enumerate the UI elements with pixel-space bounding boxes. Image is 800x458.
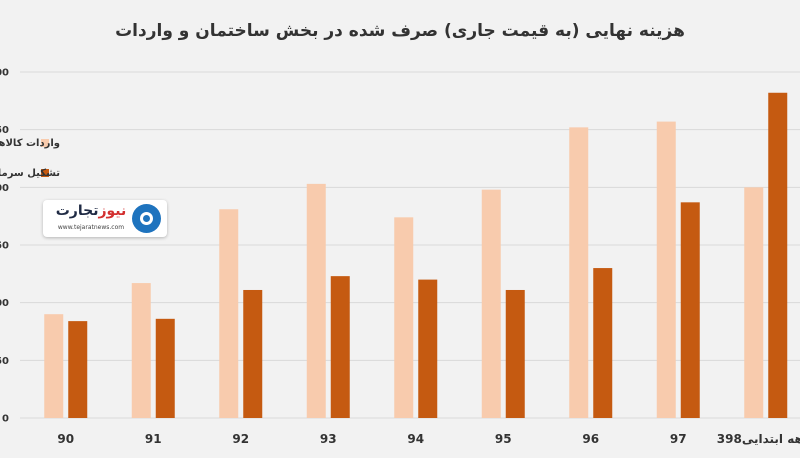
bar-construction-6 xyxy=(593,268,613,418)
logo-text: نیوزتجارت xyxy=(51,203,131,219)
bar-imports-5 xyxy=(481,189,501,418)
x-axis-ticks: 90 91 92 93 94 95 96 97 3ماهه ابتدایی98 xyxy=(57,432,800,446)
y-tick-label: 300 xyxy=(0,68,9,79)
bar-imports-6 xyxy=(569,127,589,419)
bar-imports-8 xyxy=(744,187,764,418)
x-tick-label: 96 xyxy=(582,432,599,446)
y-tick-label: 250 xyxy=(0,125,9,136)
legend-swatch-construction xyxy=(41,169,49,177)
y-tick-label: 0 xyxy=(2,414,9,425)
legend: واردات کالاها و خدمات تشکیل سرمایه در سا… xyxy=(0,138,60,179)
y-axis-ticks: 0 50 100 150 200 250 300 xyxy=(0,68,9,425)
x-tick-label: 93 xyxy=(320,432,337,446)
chart-bars xyxy=(44,92,788,419)
legend-label-imports: واردات کالاها و خدمات xyxy=(0,138,60,149)
bar-imports-4 xyxy=(394,217,414,418)
legend-label-construction: تشکیل سرمایه در ساختمان xyxy=(0,168,60,179)
bar-construction-2 xyxy=(243,289,263,418)
bar-imports-3 xyxy=(306,183,326,418)
bar-construction-0 xyxy=(68,321,88,418)
chart-title: هزینه نهایی (به قیمت جاری) صرف شده در بخ… xyxy=(115,21,685,41)
y-tick-label: 200 xyxy=(0,183,9,194)
x-tick-label: 3ماهه ابتدایی98 xyxy=(717,432,800,446)
bar-imports-7 xyxy=(656,121,676,419)
x-tick-label: 90 xyxy=(57,432,74,446)
legend-swatch-imports xyxy=(41,139,49,147)
y-tick-label: 100 xyxy=(0,298,9,309)
y-tick-label: 50 xyxy=(0,356,9,367)
x-tick-label: 92 xyxy=(232,432,249,446)
x-tick-label: 97 xyxy=(670,432,687,446)
bar-imports-1 xyxy=(131,283,151,418)
bar-construction-1 xyxy=(155,318,175,418)
x-tick-label: 95 xyxy=(495,432,512,446)
bar-imports-2 xyxy=(219,209,239,418)
tejarat-news-logo: نیوزتجارت www.tejaratnews.com xyxy=(43,200,167,237)
bar-construction-3 xyxy=(330,276,350,418)
logo-text-part2: نیوز xyxy=(98,203,127,219)
logo-url: www.tejaratnews.com xyxy=(57,224,125,231)
logo-text-part1: تجارت xyxy=(55,203,99,219)
bar-construction-5 xyxy=(505,289,525,418)
bar-construction-7 xyxy=(680,202,700,418)
x-tick-label: 91 xyxy=(145,432,162,446)
bar-construction-8 xyxy=(768,92,788,418)
bar-imports-0 xyxy=(44,314,64,418)
x-tick-label: 94 xyxy=(407,432,424,446)
bar-construction-4 xyxy=(418,279,438,418)
tejarat-news-logo-icon xyxy=(132,204,161,233)
y-tick-label: 150 xyxy=(0,241,9,252)
